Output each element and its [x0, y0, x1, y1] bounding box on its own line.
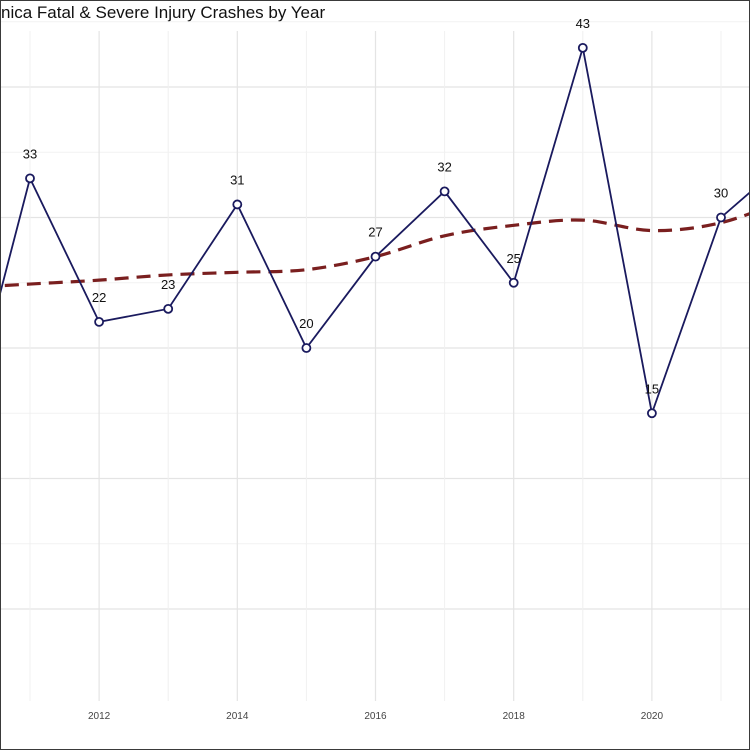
x-tick-label: 2020 — [641, 711, 664, 722]
data-label: 32 — [437, 159, 451, 174]
data-label: 25 — [506, 251, 520, 266]
data-label: 31 — [230, 172, 244, 187]
data-point — [716, 212, 726, 223]
x-tick-label: 2018 — [503, 711, 526, 722]
x-tick-label: 2016 — [364, 711, 387, 722]
trend-line — [1, 212, 749, 288]
data-label: 43 — [576, 16, 590, 31]
x-tick-label: 2012 — [88, 711, 111, 722]
data-point — [370, 251, 381, 262]
data-point — [508, 277, 519, 288]
data-point — [439, 186, 450, 197]
data-point — [163, 303, 174, 314]
data-label: 23 — [161, 277, 175, 292]
data-point — [577, 42, 588, 53]
data-point — [232, 199, 243, 210]
data-label: 22 — [92, 290, 106, 305]
data-label: 15 — [645, 381, 659, 396]
data-label: 30 — [714, 186, 728, 201]
data-point — [647, 408, 657, 419]
x-tick-label: 2014 — [226, 711, 249, 722]
chart-title: nica Fatal & Severe Injury Crashes by Ye… — [1, 3, 326, 22]
data-label: 27 — [368, 225, 382, 240]
data-label: 33 — [23, 146, 37, 161]
data-point — [94, 316, 104, 327]
data-point — [25, 173, 35, 184]
data-point — [301, 343, 312, 353]
data-label: 20 — [299, 316, 313, 331]
